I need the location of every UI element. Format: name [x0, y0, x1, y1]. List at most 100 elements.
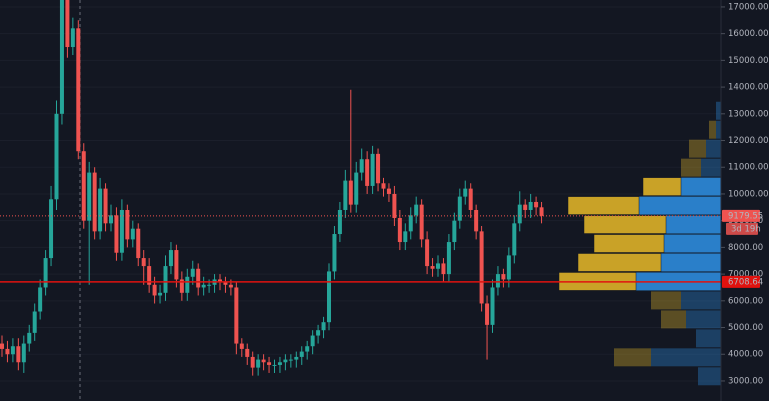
candle-body — [141, 258, 146, 267]
y-tick-label: 12000.00 — [728, 136, 769, 146]
candle-body — [495, 274, 500, 288]
candle-body — [179, 279, 184, 293]
candle-body — [136, 228, 141, 259]
candle-body — [168, 250, 173, 267]
candle-body — [539, 207, 544, 216]
candle-body — [43, 258, 48, 288]
y-tick-label: 13000.00 — [728, 109, 769, 119]
sell-volume — [666, 215, 721, 234]
candle-body — [27, 332, 32, 344]
candle-body — [408, 215, 413, 232]
buy-volume — [593, 234, 665, 253]
candle-body — [261, 359, 266, 363]
candle-body — [506, 255, 511, 280]
y-tick-label: 14000.00 — [728, 83, 769, 93]
candle-body — [354, 172, 359, 205]
candle-body — [87, 172, 92, 221]
candle-body — [250, 356, 255, 368]
candle-body — [327, 271, 331, 323]
candle-body — [452, 220, 457, 243]
candle-body — [245, 348, 250, 357]
buy-volume — [661, 310, 686, 329]
price-line-box — [722, 275, 760, 288]
candle-body — [310, 335, 315, 347]
candle-body — [305, 346, 310, 352]
candle-body — [5, 348, 10, 355]
candle-body — [386, 188, 391, 194]
y-tick-label: 7000.00 — [728, 270, 763, 280]
candle-body — [337, 209, 342, 235]
y-tick-label: 10000.00 — [728, 189, 769, 199]
candle-body — [92, 172, 97, 232]
candle-body — [81, 151, 86, 221]
candle-body — [436, 263, 440, 269]
candle-body — [125, 209, 130, 240]
y-tick-label: 17000.00 — [728, 2, 769, 12]
sell-volume — [664, 234, 721, 253]
candle-body — [38, 287, 43, 312]
candle-body — [419, 204, 424, 240]
candle-body — [163, 266, 168, 293]
candle-body — [256, 359, 261, 368]
candle-body — [397, 217, 402, 243]
sell-volume — [698, 367, 721, 386]
candle-body — [59, 0, 64, 114]
candle-body — [430, 266, 435, 269]
candle-body — [185, 276, 190, 293]
candle-body — [158, 292, 163, 296]
candle-body — [485, 303, 490, 325]
candle-body — [365, 159, 370, 186]
sell-volume — [681, 291, 721, 310]
candles — [0, 0, 544, 376]
sell-volume — [686, 310, 721, 329]
candle-body — [376, 153, 381, 184]
sell-volume — [651, 348, 721, 367]
candle-body — [234, 287, 239, 344]
buy-volume — [681, 158, 701, 177]
sell-volume — [716, 120, 721, 139]
y-tick-label: 6000.00 — [728, 296, 763, 306]
candle-body — [490, 287, 495, 325]
sell-volume — [639, 196, 721, 215]
candle-body — [10, 346, 15, 355]
buy-volume — [709, 120, 716, 139]
candle-body — [343, 180, 348, 210]
buy-volume — [577, 253, 662, 272]
current-price-label: 9179.55 — [728, 211, 763, 221]
candle-body — [381, 183, 386, 189]
candle-body — [277, 362, 282, 365]
candle-body — [414, 204, 419, 216]
candle-body — [152, 284, 157, 296]
candle-body — [21, 343, 26, 363]
candle-body — [147, 266, 152, 285]
grid — [0, 6, 721, 382]
price-axis: 3000.00 4000.00 5000.00 6000.00 7000.00 8000.… — [721, 2, 769, 386]
candle-body — [441, 263, 446, 275]
current-price-box — [722, 209, 760, 222]
y-tick-label: 3000.00 — [728, 376, 763, 386]
buy-volume — [642, 177, 682, 196]
candle-body — [190, 268, 195, 277]
sell-volume — [696, 329, 721, 348]
candle-body — [359, 159, 364, 173]
price-lines — [0, 215, 721, 283]
candle-body — [32, 311, 37, 333]
buy-volume — [567, 196, 640, 215]
candle-body — [517, 204, 522, 224]
candle-body — [0, 343, 4, 349]
candle-body — [425, 239, 430, 267]
candle-body — [103, 188, 108, 224]
candle-body — [109, 215, 113, 224]
candle-body — [114, 215, 119, 253]
candle-body — [239, 343, 244, 349]
candle-body — [54, 113, 59, 200]
candle-body — [218, 279, 222, 283]
candle-body — [474, 209, 479, 232]
buy-volume — [651, 291, 681, 310]
candle-body — [479, 231, 484, 304]
candle-body — [528, 201, 533, 210]
candle-body — [457, 196, 462, 221]
candle-body — [196, 268, 201, 288]
candle-body — [370, 153, 375, 186]
